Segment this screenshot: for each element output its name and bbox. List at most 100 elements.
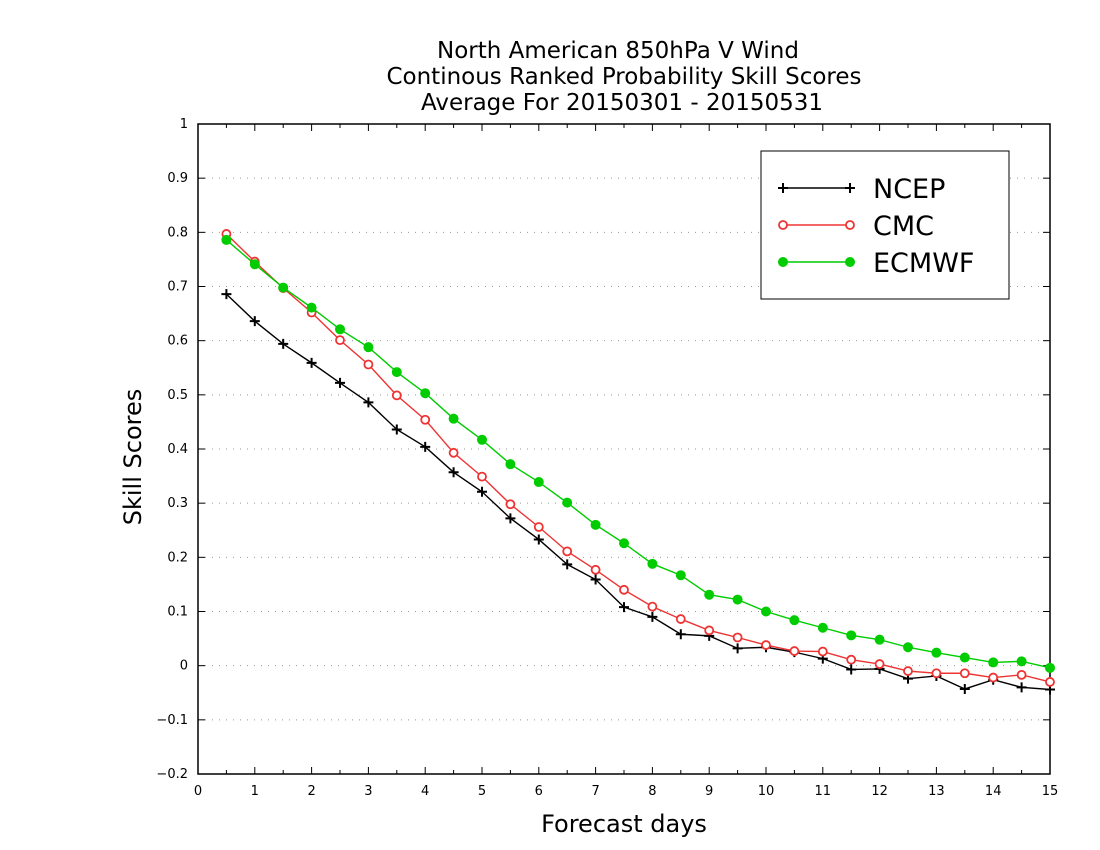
data-point [391,367,402,378]
data-point [221,289,232,300]
data-point [590,519,601,530]
x-tick-label: 3 [364,784,372,799]
series-ncep [221,289,1055,695]
x-axis-title: Forecast days [541,810,707,838]
data-point [562,546,573,557]
x-tick-label: 14 [985,784,1002,799]
data-point [675,614,686,624]
x-tick-label: 1 [251,784,259,799]
data-point [562,559,573,570]
legend-entry-ncep: NCEP [778,174,945,205]
data-point [505,499,516,510]
data-point [874,659,885,669]
data-point [477,471,487,482]
axes: −0.2−0.100.10.20.30.40.50.60.70.80.910 1 2… [156,117,1058,799]
data-point [335,324,345,335]
data-point [778,220,788,230]
y-tick-label: 0.5 [167,388,188,403]
data-point [1045,662,1055,673]
data-point [448,447,459,458]
chart-title-line-2: Continous Ranked Probability Skill Score… [386,64,861,90]
legend-entry-ecmwf: ECMWF [778,248,974,279]
y-tick-label: 0.3 [167,496,188,511]
data-point [647,558,658,569]
data-point [533,534,544,545]
data-point [391,424,402,435]
y-tick-label: −0.1 [156,713,188,728]
data-point [846,654,857,665]
data-point [477,434,487,445]
x-tick-label: 10 [758,784,775,799]
data-point [278,282,289,293]
data-point [647,611,658,622]
data-point [363,397,374,408]
data-point [874,634,885,645]
legend-entry-cmc: CMC [778,211,934,242]
legend: NCEP CMC ECMWF [760,150,1010,300]
data-point [505,459,516,470]
data-point [732,632,743,643]
data-point [761,640,771,650]
x-tick-label: 12 [871,784,888,799]
x-tick-label: 4 [421,784,429,799]
legend-label: CMC [873,211,934,242]
data-point [959,683,970,694]
y-tick-label: 0.9 [167,171,188,186]
data-point [505,513,516,524]
data-point [845,220,855,230]
y-tick-label: 0 [180,659,188,674]
chart-title-line-1: North American 850hPa V Wind [437,38,799,64]
data-point [732,643,743,654]
data-point [420,441,431,452]
y-tick-label: 0.8 [167,225,188,240]
data-point [647,601,658,612]
data-point [675,629,686,640]
x-tick-label: 13 [928,784,945,799]
data-point [1016,656,1027,667]
data-point [249,316,260,327]
data-point [789,615,800,626]
data-point [778,257,788,267]
y-tick-label: 0.2 [167,550,188,565]
data-point [221,234,232,245]
data-point [845,257,855,267]
data-point [477,486,487,497]
y-tick-label: −0.2 [156,767,188,782]
y-axis-title: Skill Scores [119,389,147,526]
data-point [903,642,913,653]
x-tick-label: 11 [815,784,832,799]
series-ecmwf [221,234,1055,673]
data-point [1016,669,1027,680]
data-point [1045,677,1055,687]
data-point [931,647,942,658]
data-point [846,630,857,641]
x-tick-label: 7 [591,784,599,799]
data-point [306,357,317,368]
data-point [817,646,828,657]
x-tick-label: 8 [648,784,656,799]
data-point [391,390,402,401]
data-point [590,574,601,585]
data-point [619,584,629,595]
x-tick-label: 9 [705,784,713,799]
data-point [590,564,601,575]
data-point [335,377,345,388]
data-point [959,668,970,679]
y-tick-label: 0.1 [167,605,188,620]
series-layer [221,229,1055,695]
data-point [959,652,970,663]
legend-label: NCEP [873,174,945,205]
data-point [817,622,828,633]
series-cmc [221,229,1055,687]
chart-title-line-3: Average For 20150301 - 20150531 [421,90,823,116]
data-point [619,602,629,613]
legend-label: ECMWF [873,248,974,279]
data-point [846,664,857,675]
data-point [778,183,788,193]
data-point [420,414,431,425]
data-point [335,335,345,346]
data-point [420,388,431,399]
data-point [704,589,715,600]
series-line [225,239,1051,669]
x-tick-label: 0 [194,784,202,799]
